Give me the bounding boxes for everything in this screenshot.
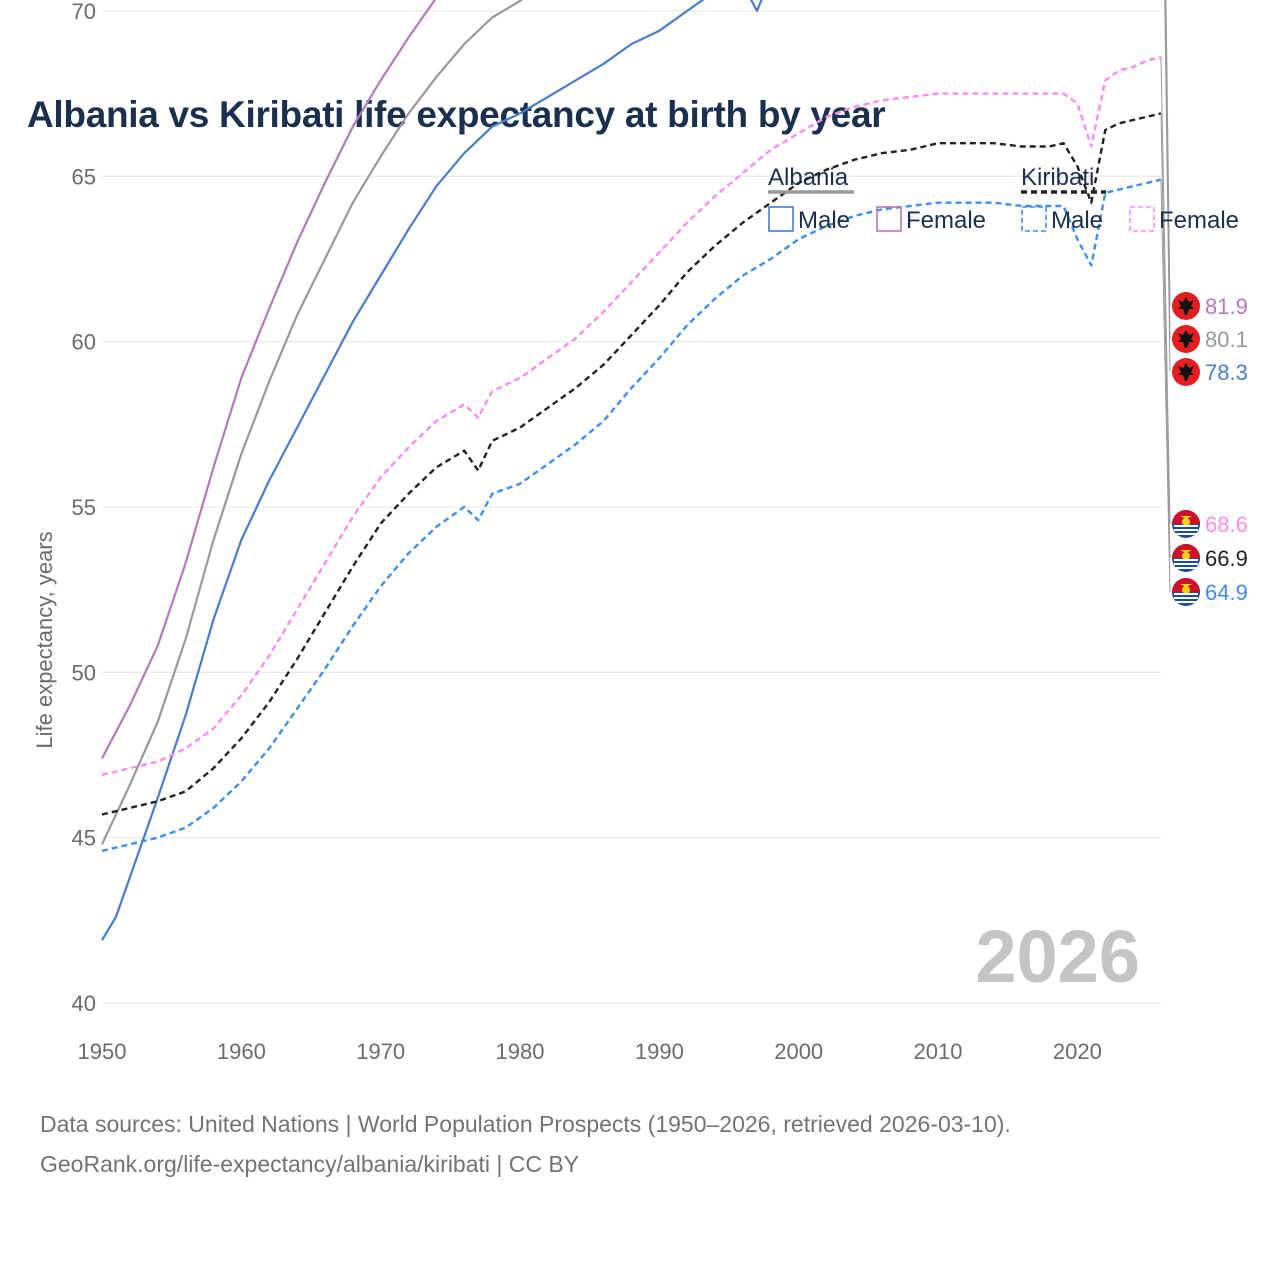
- x-tick-1970: 1970: [356, 1039, 405, 1064]
- leader-albania-female: [1165, 0, 1171, 307]
- kiribati-flag-icon: [1172, 510, 1200, 538]
- end-label-albania-male: 78.3: [1205, 360, 1248, 385]
- source-line-2: GeoRank.org/life-expectancy/albania/kiri…: [40, 1151, 580, 1177]
- series-lines: [101, 0, 1162, 941]
- end-label-kiribati-male: 64.9: [1205, 580, 1248, 605]
- y-tick-55: 55: [72, 495, 96, 520]
- y-tick-65: 65: [72, 164, 96, 189]
- legend-swatch-0: [768, 206, 794, 232]
- x-tick-2010: 2010: [914, 1039, 963, 1064]
- chart-area: 404550556065707580 195019601970198019902…: [32, 0, 1248, 1064]
- leader-kiribati-male: [1160, 179, 1171, 593]
- leader-albania-male: [1164, 0, 1171, 373]
- year-watermark: 2026: [975, 915, 1140, 998]
- y-axis-label: Life expectancy, years: [32, 531, 57, 748]
- series-line-kiribati-female: [101, 56, 1162, 776]
- legend-item-0: Male: [798, 207, 850, 234]
- legend-group-albania: Albania: [768, 164, 849, 191]
- legend: Albania Kiribati Male Female Male Female: [768, 164, 1239, 234]
- chart-title: Albania vs Kiribati life expectancy at b…: [27, 94, 886, 135]
- series-line-albania-male: [101, 0, 763, 941]
- end-label-albania-female: 81.9: [1205, 294, 1248, 319]
- legend-swatch-3: [1129, 206, 1155, 232]
- end-label-kiribati-female: 68.6: [1205, 512, 1248, 537]
- leader-albania-total: [1164, 0, 1171, 340]
- legend-item-3: Female: [1159, 207, 1239, 234]
- leader-kiribati-female: [1160, 57, 1171, 525]
- source-note: Data sources: United Nations | World Pop…: [40, 1104, 1011, 1184]
- end-label-kiribati-total: 66.9: [1205, 546, 1248, 571]
- y-axis-ticks: 404550556065707580: [72, 0, 96, 1016]
- albania-flag-icon: [1172, 292, 1200, 320]
- leader-kiribati-total: [1160, 113, 1171, 559]
- legend-swatch-1: [876, 206, 902, 232]
- y-tick-40: 40: [72, 991, 96, 1016]
- series-line-kiribati-male: [101, 178, 1162, 853]
- x-axis-ticks: 1950 1960 1970 1980 1990 2000 2010 2020: [78, 1039, 1102, 1064]
- source-line-1: Data sources: United Nations | World Pop…: [40, 1111, 1011, 1137]
- x-tick-1950: 1950: [78, 1039, 127, 1064]
- y-tick-45: 45: [72, 826, 96, 851]
- end-label-albania-total: 80.1: [1205, 327, 1248, 352]
- series-line-albania-total: [101, 0, 524, 845]
- albania-flag-icon: [1172, 325, 1200, 353]
- x-tick-2000: 2000: [774, 1039, 823, 1064]
- x-tick-1990: 1990: [635, 1039, 684, 1064]
- y-tick-60: 60: [72, 330, 96, 355]
- x-tick-1980: 1980: [496, 1039, 545, 1064]
- legend-swatch-2: [1021, 206, 1047, 232]
- kiribati-flag-icon: [1172, 544, 1200, 572]
- end-labels: 81.9 80.1 78.3 68.6 66.9 64.9: [1160, 0, 1248, 606]
- series-line-kiribati-total: [101, 112, 1162, 816]
- x-tick-1960: 1960: [217, 1039, 266, 1064]
- x-tick-2020: 2020: [1053, 1039, 1102, 1064]
- legend-item-2: Male: [1051, 207, 1103, 234]
- albania-flag-icon: [1172, 358, 1200, 386]
- series-line-albania-female: [101, 0, 437, 759]
- y-tick-70: 70: [72, 0, 96, 24]
- y-tick-50: 50: [72, 660, 96, 685]
- kiribati-flag-icon: [1172, 578, 1200, 606]
- grid-lines: [102, 10, 1161, 1004]
- legend-item-1: Female: [906, 207, 986, 234]
- legend-group-kiribati: Kiribati: [1021, 164, 1094, 191]
